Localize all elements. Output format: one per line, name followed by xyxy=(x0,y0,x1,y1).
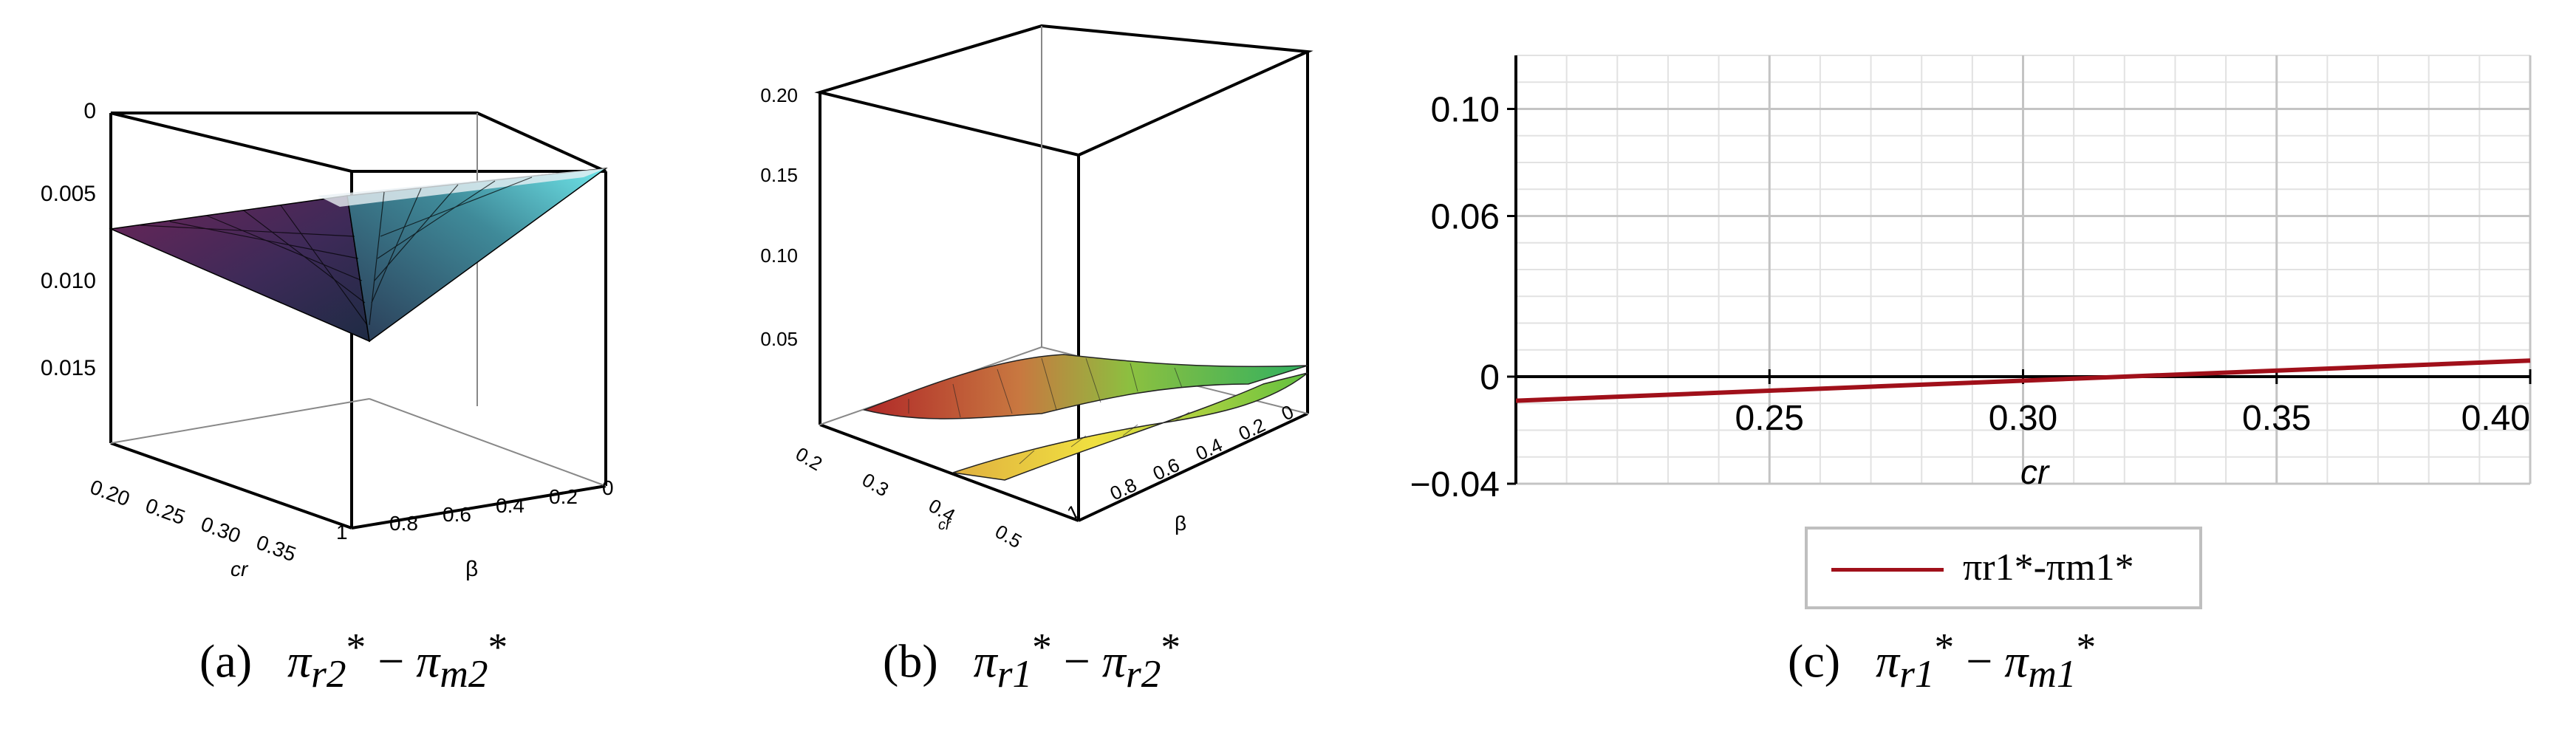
chart-panel-a: 0 0.005 0.010 0.015 0.20 0.25 0.30 0.35 1 0.8 0.… xyxy=(0,0,635,736)
y-axis-ticks-c: −0.04 0 0.06 0.10 xyxy=(1410,91,1516,504)
y-tick-label: 0.10 xyxy=(1431,91,1500,130)
caption-b-sub1: r1 xyxy=(997,651,1033,696)
z-tick-label: 0.15 xyxy=(760,164,798,186)
y-tick-label: 0 xyxy=(1480,358,1500,397)
x-tick-label: 0.3 xyxy=(858,468,892,501)
y-axis-label-b: β xyxy=(1175,512,1186,535)
y-tick-label: 0.8 xyxy=(389,512,418,535)
x-tick-label: 0.35 xyxy=(2242,399,2311,438)
y-tick-label: 0.06 xyxy=(1431,198,1500,237)
y-tick-label: 0.6 xyxy=(1149,453,1183,484)
caption-a: (a) πr2* − πm2* xyxy=(199,624,508,696)
x-tick-label: 0.20 xyxy=(87,476,133,511)
series-c xyxy=(1515,358,2531,403)
z-axis-ticks-a: 0 0.005 0.010 0.015 xyxy=(41,99,96,380)
x-tick-label: 0.35 xyxy=(253,531,299,566)
caption-c-sub1: r1 xyxy=(1899,651,1935,696)
caption-c-pi2: π xyxy=(2004,634,2029,688)
x-tick-label: 0.30 xyxy=(1989,399,2057,438)
z-tick-label: 0.010 xyxy=(41,269,96,293)
chart-panel-b: 0.20 0.15 0.10 0.05 0.2 0.3 0.4 0.5 1 0.8 0.6 0.4… xyxy=(687,0,1352,736)
y-tick-label: −0.04 xyxy=(1410,465,1500,504)
line-plot-c: −0.04 0 0.06 0.10 0.25 0.30 0.35 0.40 cr xyxy=(1410,55,2532,504)
caption-c: (c) πr1* − πm1* xyxy=(1788,624,2096,696)
y-tick-label: 0.2 xyxy=(1235,414,1268,445)
y-axis-ticks-a: 1 0.8 0.6 0.4 0.2 0 xyxy=(336,476,614,544)
bounding-box-b xyxy=(814,24,1313,522)
caption-b-sub2: r2 xyxy=(1125,651,1161,696)
caption-b-label: (b) xyxy=(883,634,938,688)
legend-swatch xyxy=(1831,568,1944,572)
y-tick-label: 0.8 xyxy=(1107,473,1140,504)
caption-a-label: (a) xyxy=(199,634,253,688)
legend-label: πr1*-πm1* xyxy=(1963,547,2134,589)
x-tick-label: 0.30 xyxy=(198,513,244,548)
caption-c-op: − xyxy=(1954,634,2005,688)
surface-a xyxy=(109,167,608,343)
caption-a-sub2: m2 xyxy=(440,651,488,696)
caption-c-sub2: m1 xyxy=(2028,651,2077,696)
y-tick-label: 0.4 xyxy=(496,494,525,517)
x-tick-label: 0.2 xyxy=(792,442,826,475)
z-tick-label: 0.05 xyxy=(760,328,798,350)
z-tick-label: 0.005 xyxy=(41,182,96,206)
caption-b-op: − xyxy=(1051,634,1102,688)
y-tick-label: 0.2 xyxy=(549,485,578,508)
caption-a-op: − xyxy=(366,634,417,688)
legend-c: πr1*-πm1* xyxy=(1805,527,2202,609)
caption-b-sup2: * xyxy=(1161,625,1181,669)
z-tick-label: 0.20 xyxy=(760,84,798,106)
y-tick-label: 0.6 xyxy=(443,503,471,526)
caption-c-sup1: * xyxy=(1934,625,1955,669)
caption-a-sub1: r2 xyxy=(311,651,346,696)
caption-a-pi1: π xyxy=(287,634,312,688)
chart-panel-c: −0.04 0 0.06 0.10 0.25 0.30 0.35 0.40 cr πr1*-… xyxy=(1404,0,2576,736)
x-tick-label: 0.5 xyxy=(991,520,1025,552)
y-axis-label-a: β xyxy=(465,557,478,581)
x-axis-ticks-a: 0.20 0.25 0.30 0.35 xyxy=(87,476,299,566)
caption-a-sup2: * xyxy=(488,625,508,669)
z-tick-label: 0.10 xyxy=(760,244,798,267)
surface-b xyxy=(862,354,1308,481)
z-tick-label: 0 xyxy=(83,99,96,123)
caption-b: (b) πr1* − πr2* xyxy=(883,624,1181,696)
caption-b-pi2: π xyxy=(1101,634,1126,688)
z-tick-label: 0.015 xyxy=(41,356,96,380)
x-axis-label-b: cr xyxy=(938,517,952,533)
caption-c-pi1: π xyxy=(1876,634,1900,688)
caption-b-pi1: π xyxy=(973,634,997,688)
x-tick-label: 0.25 xyxy=(1735,399,1804,438)
x-tick-label: 0.40 xyxy=(2461,399,2530,438)
x-axis-label-c: cr xyxy=(2020,453,2050,491)
x-axis-ticks-c: 0.25 0.30 0.35 0.40 xyxy=(1735,369,2532,438)
x-axis-label-a: cr xyxy=(230,558,249,580)
surface-plot-b: 0.200.150.100.05 0.20.30.40.5 10.80.60.4… xyxy=(760,24,1313,552)
y-tick-label: 1 xyxy=(336,521,348,544)
y-tick-label: 0 xyxy=(602,476,614,499)
caption-a-sup1: * xyxy=(346,625,366,669)
caption-c-sup2: * xyxy=(2076,625,2097,669)
y-tick-label: 0.4 xyxy=(1192,434,1226,465)
caption-a-pi2: π xyxy=(416,634,440,688)
x-tick-label: 0.25 xyxy=(143,494,188,530)
series-line xyxy=(1515,358,2531,403)
z-axis-ticks-b: 0.20 0.15 0.10 0.05 xyxy=(760,84,798,350)
caption-c-label: (c) xyxy=(1788,634,1841,688)
caption-b-sup1: * xyxy=(1032,625,1052,669)
y-tick-label: 0 xyxy=(1278,400,1297,425)
